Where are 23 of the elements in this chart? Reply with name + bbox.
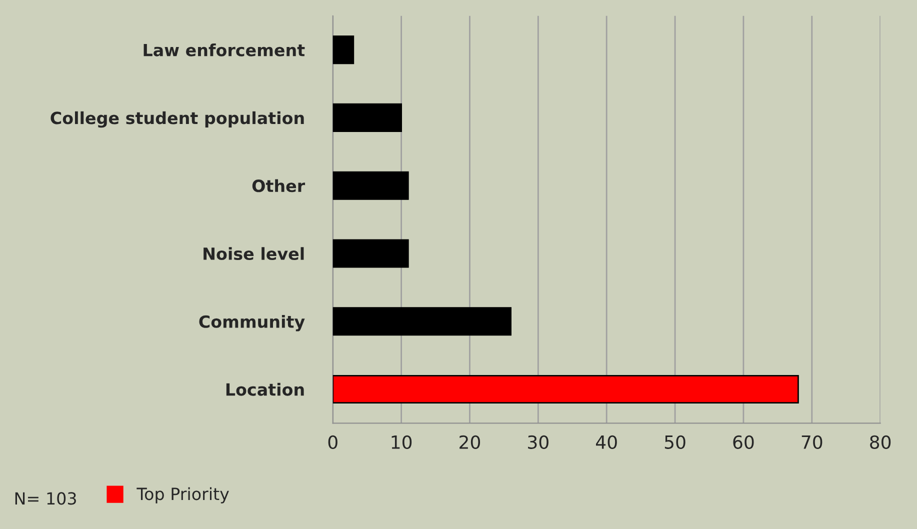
y-tick-label: College student population [50, 111, 304, 128]
x-tick-label: 30 [528, 435, 548, 449]
y-tick-label: Location [226, 382, 304, 396]
x-tick-label: 10 [392, 435, 412, 449]
y-tick-label: Noise level [204, 247, 304, 260]
x-tick-label: 50 [664, 435, 686, 449]
x-tick-label: 60 [733, 435, 754, 449]
bar [332, 36, 354, 64]
text: N= 103 [15, 492, 76, 505]
bar [332, 307, 512, 336]
legend-label: Top Priority [136, 487, 229, 504]
x-tick-label: 80 [870, 435, 891, 449]
x-tick-label: 20 [460, 435, 480, 449]
y-tick-label: Other [252, 179, 306, 192]
x-tick-label: 0 [328, 435, 338, 449]
y-tick-label: Law enforcement [144, 43, 305, 56]
bar [332, 171, 409, 200]
x-tick-label: 70 [802, 435, 822, 449]
bar [332, 374, 799, 404]
bar [332, 103, 402, 132]
y-tick-label: Community [199, 315, 305, 332]
bar [332, 239, 409, 268]
x-tick-label: 40 [596, 435, 617, 449]
